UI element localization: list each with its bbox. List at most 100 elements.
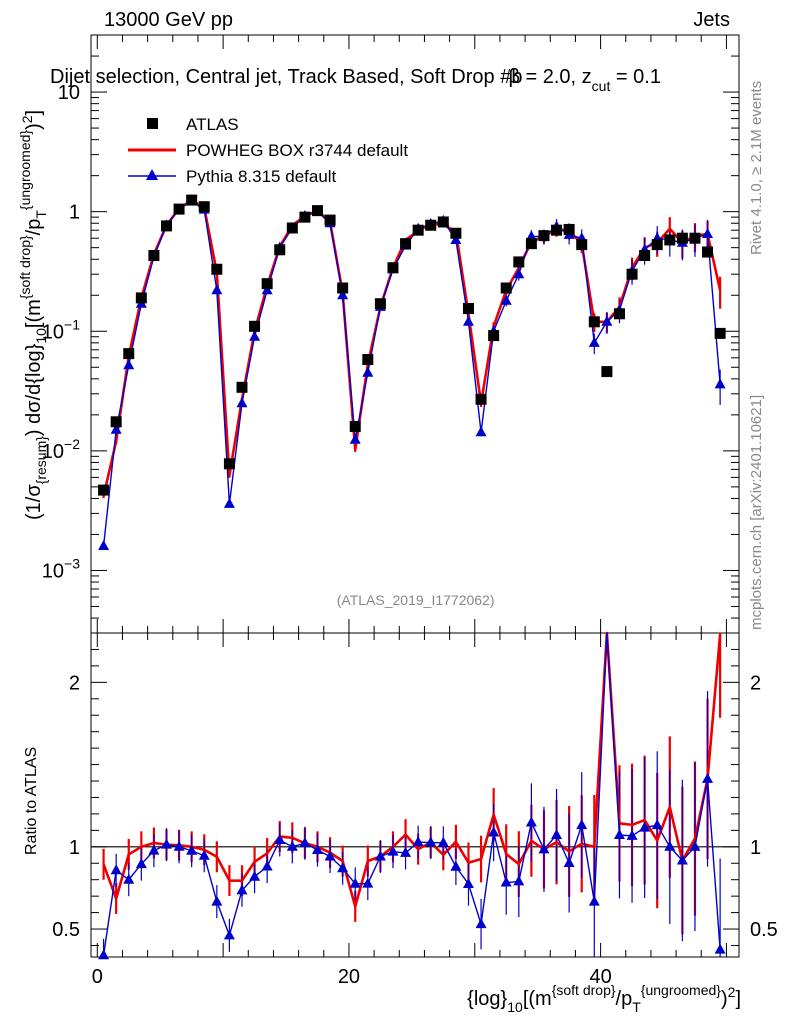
main-point-pythia <box>462 315 474 326</box>
ratio-point-pythia <box>500 876 512 887</box>
x-axis-label: {log}10[(m{soft drop}/pT{ungroomed})2] <box>467 982 741 1015</box>
main-point-atlas <box>324 214 336 226</box>
main-point-atlas <box>437 216 449 228</box>
main-point-atlas <box>450 227 462 239</box>
main-point-atlas <box>462 303 474 315</box>
main-point-pythia <box>500 294 512 305</box>
main-point-atlas <box>475 393 487 405</box>
main-point-atlas <box>525 238 537 250</box>
main-point-pythia <box>702 228 714 239</box>
main-point-atlas <box>689 232 701 244</box>
ratio-point-pythia <box>651 819 663 830</box>
ratio-point-pythia <box>186 844 198 855</box>
main-point-atlas <box>500 282 512 294</box>
main-point-atlas <box>261 278 273 290</box>
legend-powheg-label: POWHEG BOX r3744 default <box>186 141 408 160</box>
ratio-point-pythia <box>98 949 110 960</box>
main-point-atlas <box>186 194 198 206</box>
ratio-point-pythia <box>588 895 600 906</box>
main-point-atlas <box>576 239 588 251</box>
ratio-point-pythia <box>462 877 474 888</box>
main-point-atlas <box>249 320 261 332</box>
y-tick-label-ratio-right: 0.5 <box>750 919 778 941</box>
ratio-point-pythia <box>173 840 185 851</box>
y-tick-label-ratio-right: 2 <box>750 672 761 694</box>
main-point-atlas <box>349 420 361 432</box>
y-tick-label-main: 10 <box>58 82 80 104</box>
plot-title-main: Dijet selection, Central jet, Track Base… <box>50 66 522 88</box>
rivet-version-label: Rivet 4.1.0, ≥ 2.1M events <box>748 81 765 255</box>
y-tick-label-main: 10−3 <box>42 555 80 582</box>
ratio-point-pythia <box>123 873 135 884</box>
header-jets-label: Jets <box>693 9 730 31</box>
main-point-atlas <box>639 250 651 262</box>
plot-title-beta: β = 2.0, z <box>508 66 591 88</box>
main-point-atlas <box>98 484 110 496</box>
main-point-atlas <box>551 224 563 236</box>
main-point-atlas <box>425 219 437 231</box>
y-tick-label-main: 10−2 <box>42 436 80 463</box>
ratio-point-pythia <box>135 858 147 869</box>
main-line-powheg <box>102 198 722 497</box>
ratio-point-pythia <box>412 836 424 847</box>
y-tick-label-main: 10−1 <box>42 316 80 343</box>
ratio-point-pythia <box>551 829 563 840</box>
ratio-point-pythia <box>626 829 638 840</box>
ratio-point-pythia <box>400 846 412 857</box>
plot-title-tail: = 0.1 <box>610 66 661 88</box>
main-point-atlas <box>563 223 575 235</box>
main-point-atlas <box>626 268 638 280</box>
main-point-pythia <box>211 284 223 295</box>
x-tick-label: 40 <box>589 966 611 988</box>
main-point-atlas <box>651 239 663 251</box>
mcplots-label: mcplots.cern.ch [arXiv:2401.10621] <box>748 395 765 630</box>
ratio-point-pythia <box>223 929 235 940</box>
main-point-atlas <box>148 250 160 262</box>
ratio-point-pythia <box>337 862 349 873</box>
legend: ATLAS POWHEG BOX r3744 default Pythia 8.… <box>128 115 408 186</box>
ratio-point-pythia <box>374 850 386 861</box>
ratio-point-pythia <box>639 821 651 832</box>
main-point-pythia <box>513 268 525 279</box>
ratio-point-pythia <box>513 875 525 886</box>
ratio-point-pythia <box>437 836 449 847</box>
main-point-pythia <box>98 540 110 551</box>
ratio-point-pythia <box>525 816 537 827</box>
main-point-atlas <box>676 232 688 244</box>
main-point-pythia <box>123 359 135 370</box>
main-point-pythia <box>362 366 374 377</box>
y-tick-label-ratio-left: 1 <box>69 837 80 859</box>
main-point-pythia <box>249 330 261 341</box>
ratio-point-pythia <box>249 870 261 881</box>
main-point-atlas <box>488 330 500 342</box>
ratio-point-pythia <box>676 854 688 865</box>
ratio-point-pythia <box>664 840 676 851</box>
y-tick-label-ratio-right: 1 <box>750 837 761 859</box>
main-point-atlas <box>374 298 386 310</box>
y-axis-label-main: (1/σ{resum}) dσ/d{log}10[(m{soft drop}/p… <box>17 110 49 520</box>
ratio-point-pythia <box>198 849 210 860</box>
main-point-atlas <box>211 263 223 275</box>
main-point-pythia <box>349 433 361 444</box>
main-point-atlas <box>400 238 412 250</box>
main-point-atlas <box>702 246 714 258</box>
x-tick-label: 0 <box>92 966 103 988</box>
ratio-line-pythia <box>102 632 721 956</box>
main-point-atlas <box>123 348 135 360</box>
main-point-pythia <box>236 397 248 408</box>
ratio-point-pythia <box>311 844 323 855</box>
main-point-atlas <box>513 256 525 268</box>
legend-atlas-marker <box>147 118 158 129</box>
main-point-pythia <box>261 284 273 295</box>
y-tick-label-ratio-left: 0.5 <box>52 919 80 941</box>
main-point-atlas <box>311 205 323 217</box>
main-point-atlas <box>714 327 726 339</box>
ratio-point-pythia <box>613 829 625 840</box>
ratio-line-powheg <box>102 631 722 908</box>
ratio-point-pythia <box>475 918 487 929</box>
main-point-atlas <box>601 366 613 378</box>
ratio-point-pythia <box>563 857 575 868</box>
main-point-pythia <box>475 426 487 437</box>
main-point-atlas <box>223 458 235 470</box>
